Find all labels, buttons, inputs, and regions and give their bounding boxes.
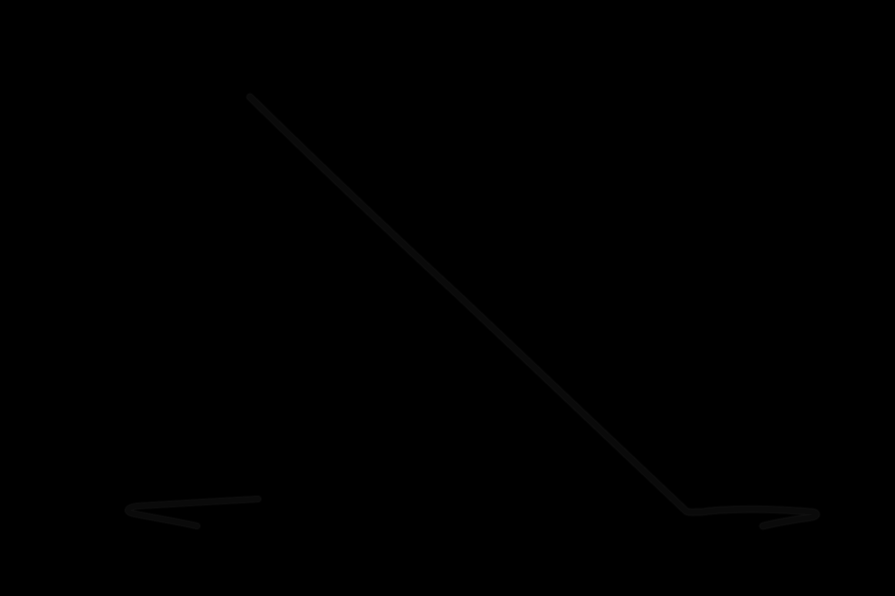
- diagonal-arrow-stroke: [247, 94, 819, 529]
- left-arrow-stroke: [126, 496, 261, 529]
- ink-strokes: [124, 93, 820, 530]
